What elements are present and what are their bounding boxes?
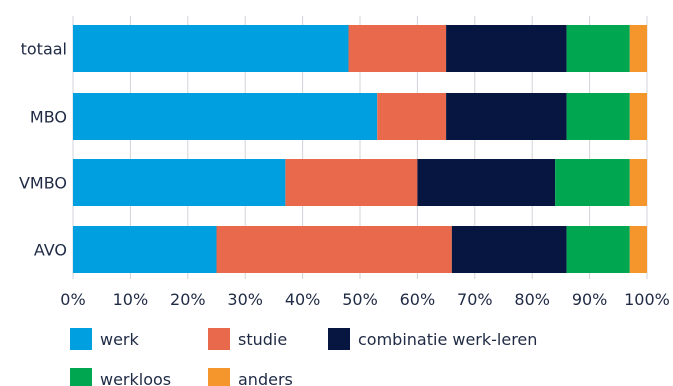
bar-segment-studie-totaal: [348, 25, 447, 72]
bar-segment-anders-totaal: [629, 25, 647, 72]
bar-segment-studie-AVO: [216, 226, 452, 273]
category-label: totaal: [21, 40, 67, 59]
bar-segment-werkloos-MBO: [566, 93, 630, 140]
bar-segment-studie-VMBO: [285, 159, 418, 206]
legend-swatch: [208, 328, 230, 350]
legend: werk studie combinatie werk-leren werkloos a…: [70, 328, 537, 386]
x-tick-label: 10%: [113, 290, 149, 309]
legend-label: combinatie werk-leren: [358, 330, 537, 349]
bar-segment-werk-totaal: [73, 25, 349, 72]
legend-item-anders: anders: [208, 368, 293, 386]
bars: [73, 25, 647, 273]
x-tick-label: 60%: [400, 290, 436, 309]
category-label: AVO: [34, 241, 67, 260]
bar-segment-werk-AVO: [73, 226, 217, 273]
x-tick-label: 40%: [285, 290, 321, 309]
x-tick-label: 100%: [624, 290, 670, 309]
category-label: MBO: [30, 108, 67, 127]
bar-segment-combinatie-werk-leren-AVO: [451, 226, 567, 273]
legend-item-studie: studie: [208, 328, 287, 350]
legend-swatch: [70, 368, 92, 386]
bar-segment-combinatie-werk-leren-VMBO: [417, 159, 556, 206]
x-tick-labels: 0% 10% 20% 30% 40% 50% 60% 70% 80% 90% 100%: [60, 290, 670, 309]
bar-segment-werkloos-AVO: [566, 226, 630, 273]
x-tick-label: 80%: [514, 290, 550, 309]
x-tick-label: 0%: [60, 290, 85, 309]
legend-item-combinatie-werk-leren: combinatie werk-leren: [328, 328, 537, 350]
bar-segment-anders-VMBO: [629, 159, 647, 206]
legend-label: werkloos: [100, 370, 171, 386]
bar-segment-studie-MBO: [377, 93, 447, 140]
legend-item-werk: werk: [70, 328, 140, 350]
bar-segment-werk-MBO: [73, 93, 378, 140]
x-tick-label: 50%: [342, 290, 378, 309]
bar-segment-anders-MBO: [629, 93, 647, 140]
x-tick-label: 20%: [170, 290, 206, 309]
x-tick-label: 30%: [227, 290, 263, 309]
legend-swatch: [328, 328, 350, 350]
bar-segment-combinatie-werk-leren-totaal: [446, 25, 567, 72]
x-tick-label: 70%: [457, 290, 493, 309]
bar-segment-combinatie-werk-leren-MBO: [446, 93, 567, 140]
category-label: VMBO: [19, 174, 67, 193]
bar-segment-anders-AVO: [629, 226, 647, 273]
legend-item-werkloos: werkloos: [70, 368, 171, 386]
x-tick-label: 90%: [572, 290, 608, 309]
legend-swatch: [70, 328, 92, 350]
bar-segment-werk-VMBO: [73, 159, 286, 206]
legend-swatch: [208, 368, 230, 386]
bar-segment-werkloos-VMBO: [555, 159, 630, 206]
legend-label: anders: [238, 370, 293, 386]
legend-label: werk: [100, 330, 140, 349]
bar-segment-werkloos-totaal: [566, 25, 630, 72]
category-labels: totaal MBO VMBO AVO: [19, 40, 67, 260]
legend-label: studie: [238, 330, 287, 349]
